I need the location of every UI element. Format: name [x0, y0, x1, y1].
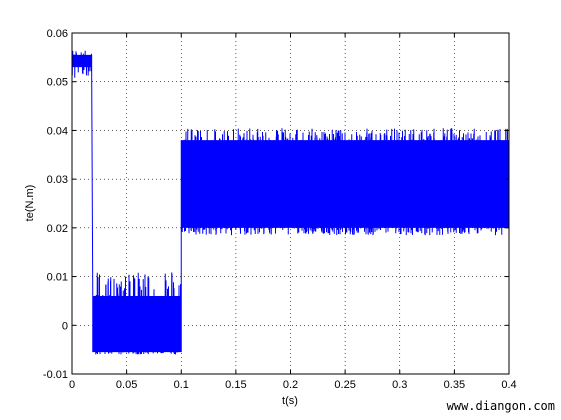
y-tick-label: -0.01: [43, 369, 68, 381]
y-tick-labels: -0.01 0 0.01 0.02 0.03 0.04 0.05 0.06: [43, 28, 68, 381]
torque-series-line: [71, 50, 510, 355]
y-tick-label: 0: [62, 320, 68, 332]
y-tick-label: 0.01: [47, 272, 68, 284]
y-tick-label: 0.06: [47, 28, 68, 40]
x-tick-label: 0.05: [116, 379, 137, 391]
x-tick-label: 0.25: [334, 379, 355, 391]
y-tick-label: 0.02: [47, 223, 68, 235]
y-tick-label: 0.05: [47, 77, 68, 89]
x-tick-label: 0: [69, 379, 75, 391]
y-tick-label: 0.03: [47, 174, 68, 186]
series-layer: [71, 50, 510, 355]
x-tick-label: 0.35: [444, 379, 465, 391]
x-tick-label: 0.4: [501, 379, 516, 391]
x-tick-label: 0.1: [174, 379, 189, 391]
x-tick-label: 0.2: [283, 379, 298, 391]
x-tick-label: 0.15: [225, 379, 246, 391]
watermark-text: www.diangon.com: [447, 399, 555, 413]
x-tick-labels: 0 0.05 0.1 0.15 0.2 0.25 0.3 0.35 0.4: [69, 379, 517, 391]
y-axis-label: te(N.m): [24, 185, 36, 222]
tick-marks: [71, 32, 510, 375]
x-axis-label: t(s): [282, 395, 298, 407]
x-tick-label: 0.3: [392, 379, 407, 391]
y-tick-label: 0.04: [47, 125, 68, 137]
